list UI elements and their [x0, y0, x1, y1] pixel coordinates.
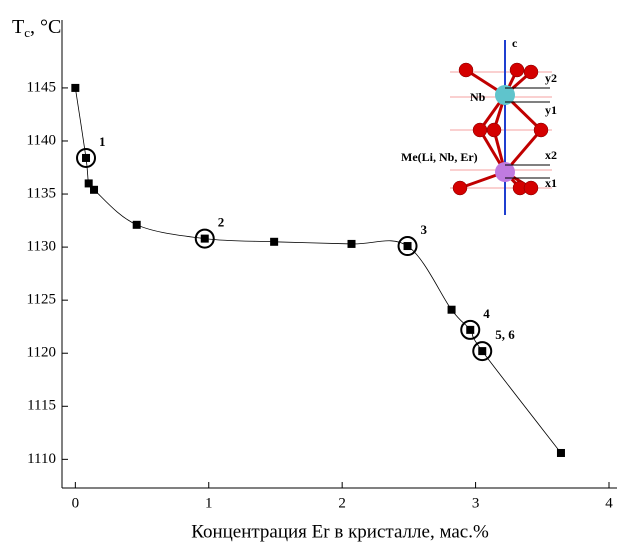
x-tick-label: 1 [205, 495, 213, 511]
y-label-rest: , °C [30, 16, 61, 38]
inset-label: y2 [545, 71, 557, 85]
y-tick-label: 1135 [27, 185, 56, 201]
y-tick-label: 1120 [27, 345, 56, 361]
inset-label: x1 [545, 176, 557, 190]
point [556, 448, 565, 457]
annotation: 4 [483, 306, 490, 321]
inset-oxygen [452, 62, 549, 196]
point [270, 237, 279, 246]
y-axis-label: Tc, °C [12, 16, 61, 40]
y-tick-label: 1145 [27, 79, 56, 95]
x-tick-label: 0 [72, 495, 80, 511]
point [90, 185, 99, 194]
highlight-ring [76, 147, 97, 168]
inset-label: Nb [470, 90, 486, 104]
inset-label: c [512, 36, 518, 50]
highlight-ring [397, 236, 418, 257]
point [347, 239, 356, 248]
highlight-ring [472, 341, 493, 362]
inset-leaders [505, 87, 550, 179]
inset-structure: c Nb y2 y1 Me(Li, Nb, Er) x2 x1 [401, 36, 557, 215]
x-tick-label: 2 [338, 495, 346, 511]
y-label-sub: c [24, 25, 30, 40]
highlight-ring [194, 228, 215, 249]
y-tick-label: 1110 [27, 451, 56, 467]
y-tick-label: 1140 [27, 132, 56, 148]
x-tick-label: 3 [472, 495, 480, 511]
annotation: 2 [218, 215, 225, 230]
y-tick-label: 1125 [27, 292, 56, 308]
point [82, 153, 91, 162]
y-tick-label: 1115 [27, 398, 56, 414]
annotation: 5, 6 [495, 327, 515, 342]
inset-nb-atom [495, 85, 515, 105]
point [478, 347, 487, 356]
point [84, 179, 93, 188]
point [71, 83, 80, 92]
point [466, 325, 475, 334]
point [403, 242, 412, 251]
inset-label: x2 [545, 148, 557, 162]
annotation: 1 [99, 134, 106, 149]
inset-me-atom [495, 162, 515, 182]
highlight-ring [460, 319, 481, 340]
point [132, 220, 141, 229]
point [447, 305, 456, 314]
y-label-main: T [12, 16, 24, 38]
annotation: 3 [421, 222, 428, 237]
inset-label: y1 [545, 103, 557, 117]
inset-label: Me(Li, Nb, Er) [401, 150, 478, 164]
x-axis-label: Концентрация Er в кристалле, мас.% [191, 521, 489, 542]
x-tick-label: 4 [605, 495, 613, 511]
point [200, 234, 209, 243]
y-tick-label: 1130 [27, 239, 56, 255]
